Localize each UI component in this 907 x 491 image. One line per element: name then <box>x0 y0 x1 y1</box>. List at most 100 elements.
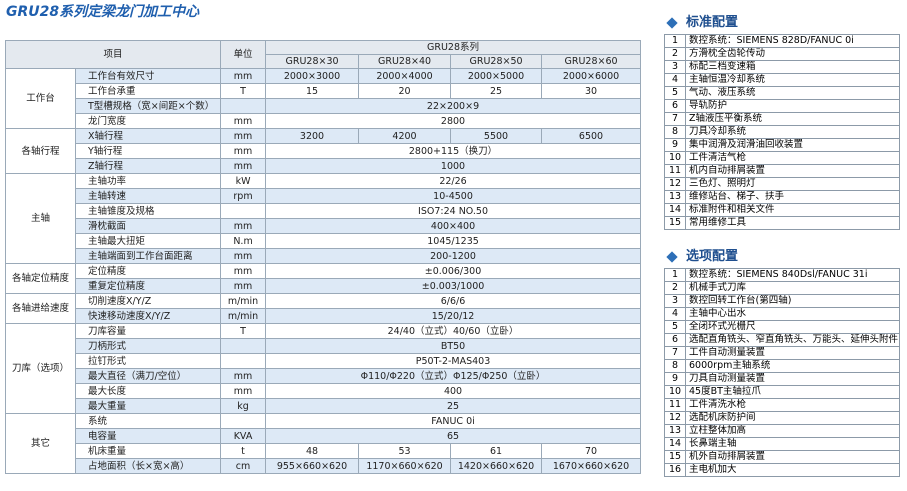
spec-row: 刀库（选项） 刀库容量 T 24/40（立式）40/60（立卧） <box>5 323 642 414</box>
item-cell: 工作台承重 <box>74 83 222 99</box>
value-cell: 2800+115（换刀） <box>265 143 642 159</box>
unit-cell <box>220 338 267 354</box>
group-cell: 工作台 <box>5 68 76 129</box>
list-row: 15 机外自动排屑装置 <box>664 450 900 464</box>
value-cell: 22×200×9 <box>265 98 642 114</box>
list-row: 15 常用维修工具 <box>664 216 900 230</box>
spec-row: 主轴 主轴功率 kW 22/26 <box>5 173 642 264</box>
unit-cell: mm <box>220 158 267 174</box>
model-cell: GRU28×50 <box>450 54 543 69</box>
item-text: 标准附件和相关文件 <box>685 203 900 217</box>
model-cell: GRU28×30 <box>265 54 360 69</box>
value-cell: 48 <box>265 443 360 459</box>
item-cell: 主轴转速 <box>74 188 222 204</box>
item-text: 长鼻端主轴 <box>685 437 900 451</box>
page-title: GRU28系列定梁龙门加工中心 <box>6 4 200 20</box>
item-cell: Z轴行程 <box>74 158 222 174</box>
spec-row: 工作台承重 T 15 20 25 30 <box>6 83 642 99</box>
spec-row: 拉钉形式 P50T-2-MAS403 <box>6 353 642 369</box>
item-cell: X轴行程 <box>74 128 222 144</box>
item-number: 4 <box>664 73 686 87</box>
value-cell: 15/20/12 <box>265 308 642 324</box>
item-number: 13 <box>664 190 686 204</box>
item-cell: 系统 <box>74 413 222 429</box>
value-cell: 1045/1235 <box>265 233 642 249</box>
unit-cell: kW <box>220 173 267 189</box>
group-cell: 各轴行程 <box>5 128 76 174</box>
item-number: 6 <box>664 333 686 347</box>
item-text: 全闭环式光栅尺 <box>685 320 900 334</box>
list-row: 14 标准附件和相关文件 <box>664 203 900 217</box>
list-row: 14 长鼻端主轴 <box>664 437 900 451</box>
value-cell: 25 <box>450 83 543 99</box>
item-number: 10 <box>664 385 686 399</box>
list-row: 13 立柱整体加高 <box>664 424 900 438</box>
list-row: 6 选配直角铣头、窄直角铣头、万能头、延伸头附件 <box>664 333 900 347</box>
value-cell: 200-1200 <box>265 248 642 264</box>
list-row: 10 工件清洁气枪 <box>664 151 900 165</box>
item-text: 工件清洗水枪 <box>685 398 900 412</box>
item-number: 3 <box>664 60 686 74</box>
item-text: 刀具冷却系统 <box>685 125 900 139</box>
item-cell: 快速移动速度X/Y/Z <box>74 308 222 324</box>
spec-row: 最大重量 kg 25 <box>6 398 642 414</box>
unit-cell: mm <box>220 128 267 144</box>
item-text: 刀具自动测量装置 <box>685 372 900 386</box>
value-cell: FANUC 0i <box>265 413 642 429</box>
item-number: 11 <box>664 398 686 412</box>
spec-row: 龙门宽度 mm 2800 <box>6 113 642 129</box>
list-row: 16 主电机加大 <box>664 463 900 477</box>
unit-cell: mm <box>220 68 267 84</box>
list-row: 2 机械手式刀库 <box>664 281 900 295</box>
value-cell: 955×660×620 <box>265 458 360 474</box>
unit-cell: mm <box>220 113 267 129</box>
item-text: 立柱整体加高 <box>685 424 900 438</box>
spec-row: 占地面积（长×宽×高） cm 955×660×620 1170×660×620 1420… <box>6 458 642 474</box>
value-cell: 15 <box>265 83 360 99</box>
item-text: 维修站台、梯子、扶手 <box>685 190 900 204</box>
item-cell: 刀柄形式 <box>74 338 222 354</box>
value-cell: Φ110/Φ220（立式）Φ125/Φ250（立卧） <box>265 368 642 384</box>
list-row: 13 维修站台、梯子、扶手 <box>664 190 900 204</box>
item-cell: 最大直径（满刀/空位） <box>74 368 222 384</box>
unit-cell: mm <box>220 383 267 399</box>
list-row: 11 工件清洗水枪 <box>664 398 900 412</box>
section-heading: 选项配置 <box>664 248 902 266</box>
item-cell: 占地面积（长×宽×高） <box>74 458 222 474</box>
unit-cell <box>220 203 267 219</box>
value-cell: 65 <box>265 428 642 444</box>
model-cell: GRU28×60 <box>541 54 642 69</box>
item-text: 机械手式刀库 <box>685 281 900 295</box>
spec-row: 各轴进给速度 切削速度X/Y/Z m/min 6/6/6 <box>5 293 642 324</box>
list-row: 7 工件自动测量装置 <box>664 346 900 360</box>
value-cell: 30 <box>541 83 642 99</box>
spec-row: 机床重量 t 48 53 61 70 <box>6 443 642 459</box>
item-number: 9 <box>664 372 686 386</box>
list-row: 9 集中润滑及润滑油回收装置 <box>664 138 900 152</box>
item-text: 工件清洁气枪 <box>685 151 900 165</box>
item-text: Z轴液压平衡系统 <box>685 112 900 126</box>
group-cell: 其它 <box>5 413 76 474</box>
item-number: 10 <box>664 151 686 165</box>
item-number: 14 <box>664 203 686 217</box>
unit-cell: mm <box>220 143 267 159</box>
item-text: 主轴恒温冷却系统 <box>685 73 900 87</box>
item-number: 5 <box>664 86 686 100</box>
item-cell: 滑枕截面 <box>74 218 222 234</box>
list-row: 4 主轴恒温冷却系统 <box>664 73 900 87</box>
list-row: 4 主轴中心出水 <box>664 307 900 321</box>
standard-list: 1 数控系统：SIEMENS 828D/FANUC 0i 2 方滑枕全齿轮传动 3 标配三… <box>664 34 900 230</box>
item-number: 13 <box>664 424 686 438</box>
header-row: 项目 单位 GRU28系列 <box>4 40 642 69</box>
item-text: 6000rpm主轴系统 <box>685 359 900 373</box>
value-cell: 3200 <box>265 128 360 144</box>
spec-row: 刀柄形式 BT50 <box>6 338 642 354</box>
item-text: 常用维修工具 <box>685 216 900 230</box>
spec-row: 最大长度 mm 400 <box>6 383 642 399</box>
item-number: 3 <box>664 294 686 308</box>
unit-cell <box>220 353 267 369</box>
item-cell: 工作台有效尺寸 <box>74 68 222 84</box>
item-text: 机内自动排屑装置 <box>685 164 900 178</box>
unit-cell: mm <box>220 263 267 279</box>
